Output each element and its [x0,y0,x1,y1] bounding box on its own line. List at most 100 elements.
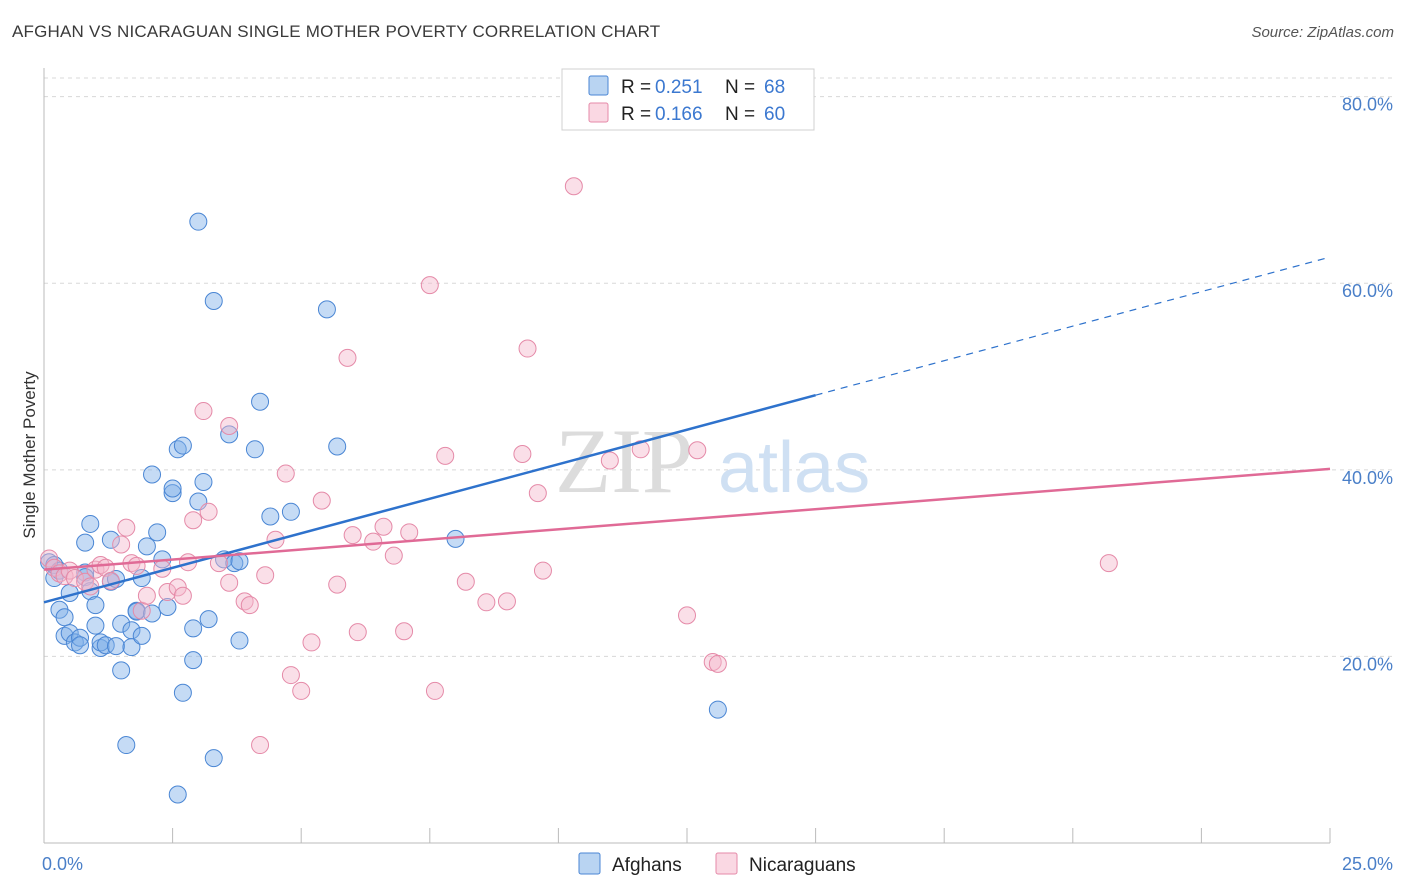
point-afghans-48 [184,619,203,638]
trend-lines [43,256,1331,604]
point-afghans-21 [96,636,115,655]
trend-line-extension-afghans [815,256,1331,396]
point-afghans-17 [86,616,105,635]
chart-title: AFGHAN VS NICARAGUAN SINGLE MOTHER POVER… [12,22,661,41]
legend-series-swatch-nicaraguans [715,852,738,875]
point-nicaraguans-13 [117,518,136,537]
trend-line-nicaraguans [43,467,1331,571]
point-nicaraguans-45 [384,546,403,565]
point-nicaraguans-54 [513,444,532,463]
watermark-atlas: atlas [718,428,870,508]
point-afghans-49 [189,212,208,231]
point-afghans-32 [127,602,146,621]
point-nicaraguans-23 [184,511,203,530]
point-afghans-60 [245,440,264,459]
point-afghans-63 [281,502,300,521]
point-afghans-26 [112,614,131,633]
point-nicaraguans-30 [240,596,259,615]
point-nicaraguans-12 [112,535,131,554]
legend-series: Afghans Nicaraguans [578,852,856,876]
axes [43,68,1331,844]
legend-swatch-afghans [588,75,609,96]
point-nicaraguans-35 [281,666,300,685]
point-nicaraguans-52 [477,593,496,612]
point-nicaraguans-34 [276,464,295,483]
point-nicaraguans-55 [518,339,537,358]
point-afghans-59 [230,552,249,571]
point-nicaraguans-61 [678,606,696,625]
y-tick-label-60: 60.0% [1342,281,1393,301]
point-afghans-22 [101,530,120,549]
point-nicaraguans-47 [400,523,419,542]
point-nicaraguans-17 [137,586,156,605]
data-points [40,177,1118,804]
point-nicaraguans-41 [343,526,362,545]
point-afghans-33 [132,626,151,645]
point-afghans-52 [199,610,218,629]
point-afghans-15 [81,514,100,533]
point-afghans-14 [76,533,95,552]
legend-r-value-afghans: 0.251 [655,77,703,98]
point-afghans-62 [261,507,280,526]
y-axis-title: Single Mother Poverty [20,371,39,539]
point-nicaraguans-53 [497,592,516,611]
trend-line-afghans [43,393,816,604]
point-nicaraguans-5 [65,569,84,588]
point-afghans-36 [143,604,162,623]
point-nicaraguans-16 [132,601,151,620]
y-tick-labels: 20.0% 40.0% 60.0% 80.0% [1342,95,1393,675]
point-afghans-6 [55,626,74,645]
point-nicaraguans-51 [456,572,475,591]
point-nicaraguans-36 [292,681,311,700]
point-nicaraguans-49 [425,681,444,700]
point-afghans-30 [122,638,141,657]
point-afghans-35 [137,537,156,556]
point-afghans-13 [76,568,95,587]
point-afghans-46 [173,683,192,702]
point-nicaraguans-20 [168,578,187,597]
point-nicaraguans-43 [364,532,383,551]
legend-swatch-nicaraguans [588,102,609,123]
point-nicaraguans-44 [374,517,393,536]
watermark: ZIP atlas [555,410,870,512]
legend-series-label-nicaraguans: Nicaraguans [749,855,856,876]
point-nicaraguans-60 [631,440,650,459]
point-afghans-20 [91,633,110,652]
point-afghans-41 [163,484,182,503]
point-afghans-40 [158,597,177,616]
legend-r-value-nicaraguans: 0.166 [655,104,703,125]
point-afghans-43 [168,785,187,804]
point-nicaraguans-37 [302,633,321,652]
point-nicaraguans-59 [600,451,619,470]
point-nicaraguans-58 [564,177,583,196]
point-afghans-19 [91,639,110,658]
point-nicaraguans-62 [688,441,707,460]
point-afghans-18 [86,596,105,615]
legend-n-label-nicaraguans: N = [725,104,760,125]
point-nicaraguans-28 [220,416,239,435]
y-tick-label-20: 20.0% [1342,654,1393,674]
point-nicaraguans-15 [127,556,146,575]
point-nicaraguans-65 [1099,554,1118,573]
point-afghans-38 [148,523,167,542]
point-nicaraguans-25 [199,502,218,521]
point-afghans-54 [204,291,223,310]
point-nicaraguans-64 [708,654,727,673]
y-tick-label-80: 80.0% [1342,95,1393,115]
point-afghans-27 [112,661,131,680]
point-nicaraguans-27 [220,573,239,592]
point-nicaraguans-31 [251,736,270,755]
point-nicaraguans-24 [194,402,213,421]
point-afghans-42 [163,479,182,498]
legend-n-value-nicaraguans: 60 [764,104,785,125]
point-afghans-28 [117,736,136,755]
point-afghans-37 [143,465,162,484]
point-afghans-10 [71,628,90,647]
point-nicaraguans-56 [528,484,547,503]
x-tick-label-25: 25.0% [1342,854,1393,874]
legend-series-label-afghans: Afghans [612,855,682,876]
point-afghans-12 [76,563,95,582]
point-afghans-58 [230,631,249,650]
point-afghans-65 [328,437,347,456]
